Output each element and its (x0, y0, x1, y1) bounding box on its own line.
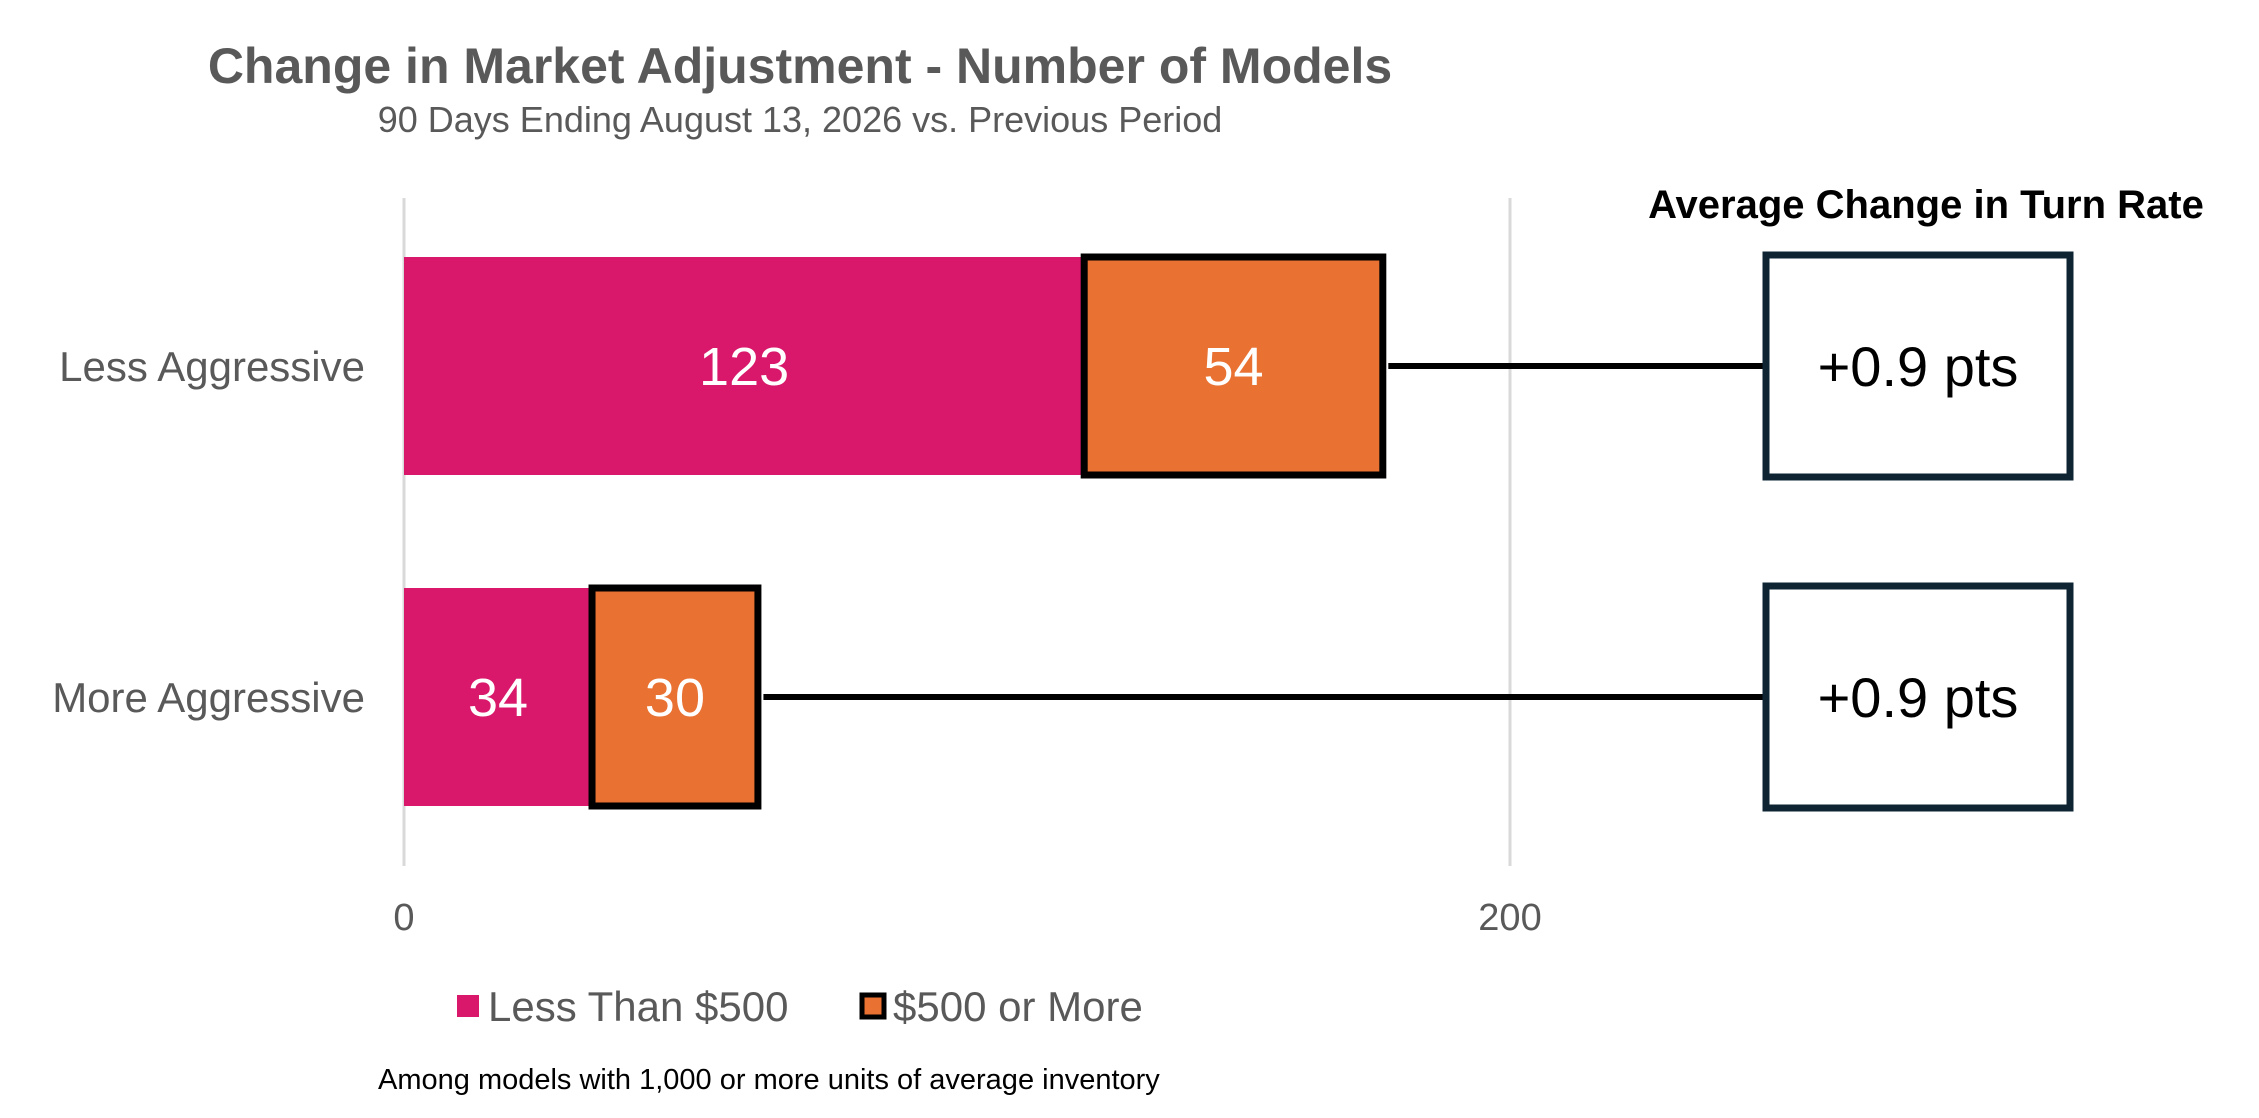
data-label-0-series-1: 54 (1203, 337, 1263, 397)
category-label-1: More Aggressive (52, 674, 365, 721)
turn-rate-box-1 (1762, 582, 2074, 812)
bar-1-series-0 (404, 588, 593, 806)
turn-rate-value-1: +0.9 pts (1818, 666, 2019, 729)
bar-0-series-0 (404, 257, 1085, 475)
legend-label-1: $500 or More (893, 983, 1143, 1030)
bars: 123 54 34 30 (404, 253, 1387, 810)
category-labels: Less Aggressive More Aggressive (52, 343, 365, 721)
side-panel-title: Average Change in Turn Rate (1648, 183, 2204, 227)
legend-swatch-0 (457, 995, 479, 1017)
bar-1-series-1 (588, 584, 762, 810)
bar-0-series-1 (1080, 253, 1387, 479)
data-label-0-series-0: 123 (699, 337, 789, 397)
chart-title: Change in Market Adjustment - Number of … (208, 38, 1392, 94)
x-axis-tick-labels: 0 200 (393, 897, 1541, 939)
legend-swatch-1 (859, 992, 887, 1020)
legend-label-0: Less Than $500 (488, 983, 788, 1030)
connector-lines (763, 363, 1766, 700)
legend: Less Than $500 $500 or More (457, 983, 1143, 1030)
x-tick-label-200: 200 (1478, 897, 1541, 939)
footnote: Among models with 1,000 or more units of… (378, 1064, 1160, 1096)
turn-rate-box-0 (1762, 251, 2074, 481)
turn-rate-boxes: +0.9 pts +0.9 pts (1762, 251, 2074, 812)
turn-rate-value-0: +0.9 pts (1818, 335, 2019, 398)
chart-subtitle: 90 Days Ending August 13, 2026 vs. Previ… (378, 99, 1223, 140)
category-label-0: Less Aggressive (59, 343, 365, 390)
data-label-1-series-1: 30 (645, 668, 705, 728)
data-label-1-series-0: 34 (468, 668, 528, 728)
x-tick-label-0: 0 (393, 897, 414, 939)
